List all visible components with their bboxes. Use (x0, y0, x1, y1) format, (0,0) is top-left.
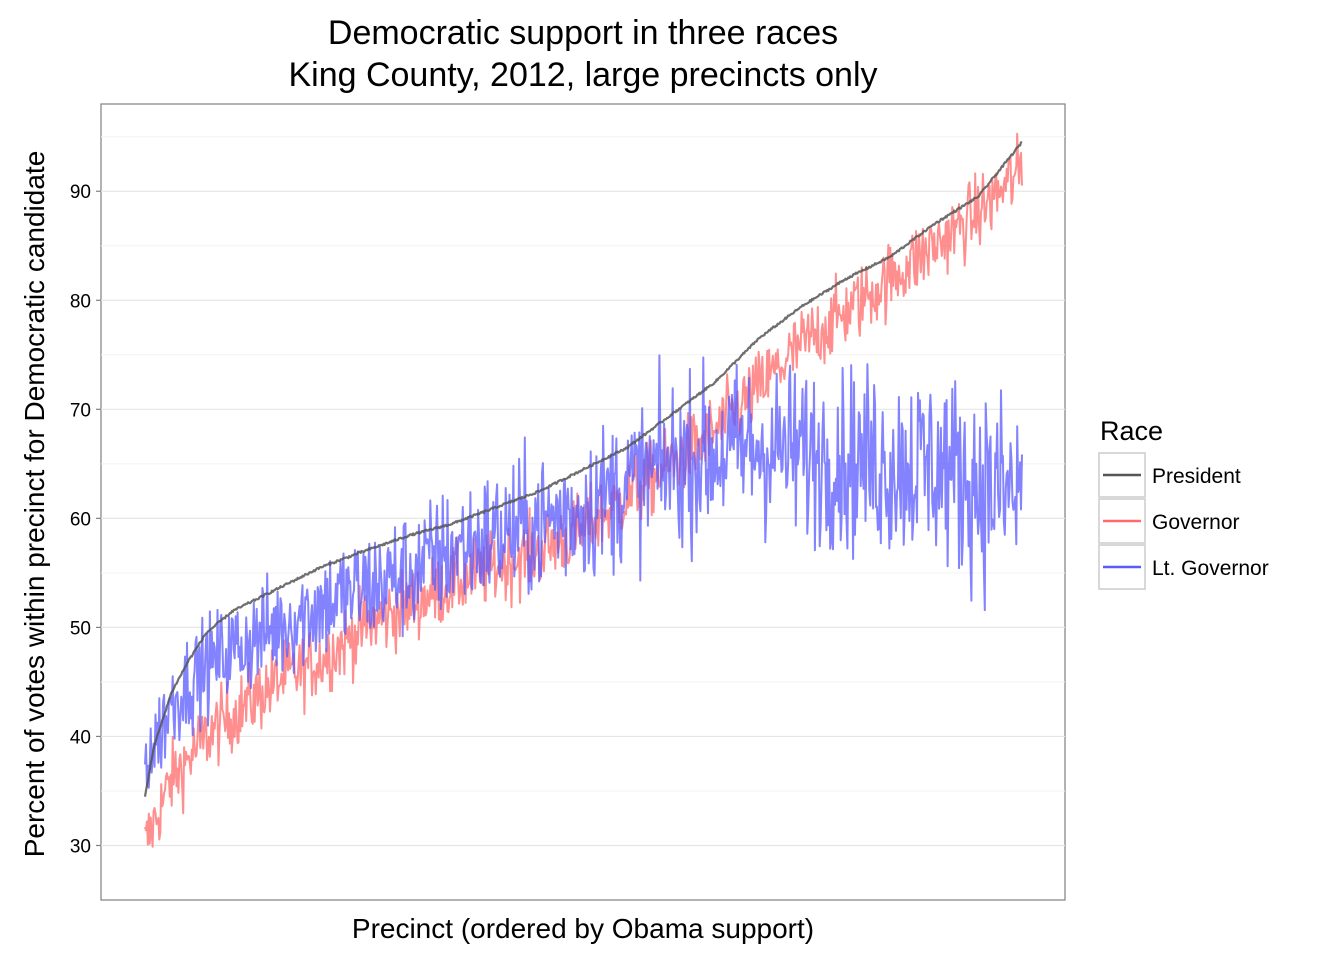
legend-label-0: President (1152, 465, 1241, 488)
series-line-president (143, 141, 1023, 797)
chart-title: Democratic support in three races (328, 14, 838, 52)
y-tick-label-40: 40 (70, 727, 91, 748)
plot-panel (100, 103, 1066, 901)
series-line-lt-governor (144, 354, 1023, 789)
y-axis-title: Percent of votes within precinct for Dem… (19, 151, 50, 858)
y-tick-label-60: 60 (70, 509, 91, 530)
y-tick-label-90: 90 (70, 182, 91, 203)
y-tick-label-50: 50 (70, 618, 91, 639)
series-lines (143, 132, 1023, 848)
x-axis-title: Precinct (ordered by Obama support) (352, 913, 814, 944)
y-axis: 30 40 50 60 70 80 90 (70, 182, 101, 857)
y-tick-label-70: 70 (70, 400, 91, 421)
legend: Race President Governor Lt. Governor (1098, 416, 1269, 590)
legend-label-1: Governor (1152, 511, 1240, 534)
y-tick-label-80: 80 (70, 291, 91, 312)
y-tick-label-30: 30 (70, 836, 91, 857)
chart-subtitle: King County, 2012, large precincts only (288, 56, 877, 94)
legend-title: Race (1100, 416, 1163, 446)
legend-label-2: Lt. Governor (1152, 557, 1269, 580)
grid-lines (101, 136, 1065, 847)
